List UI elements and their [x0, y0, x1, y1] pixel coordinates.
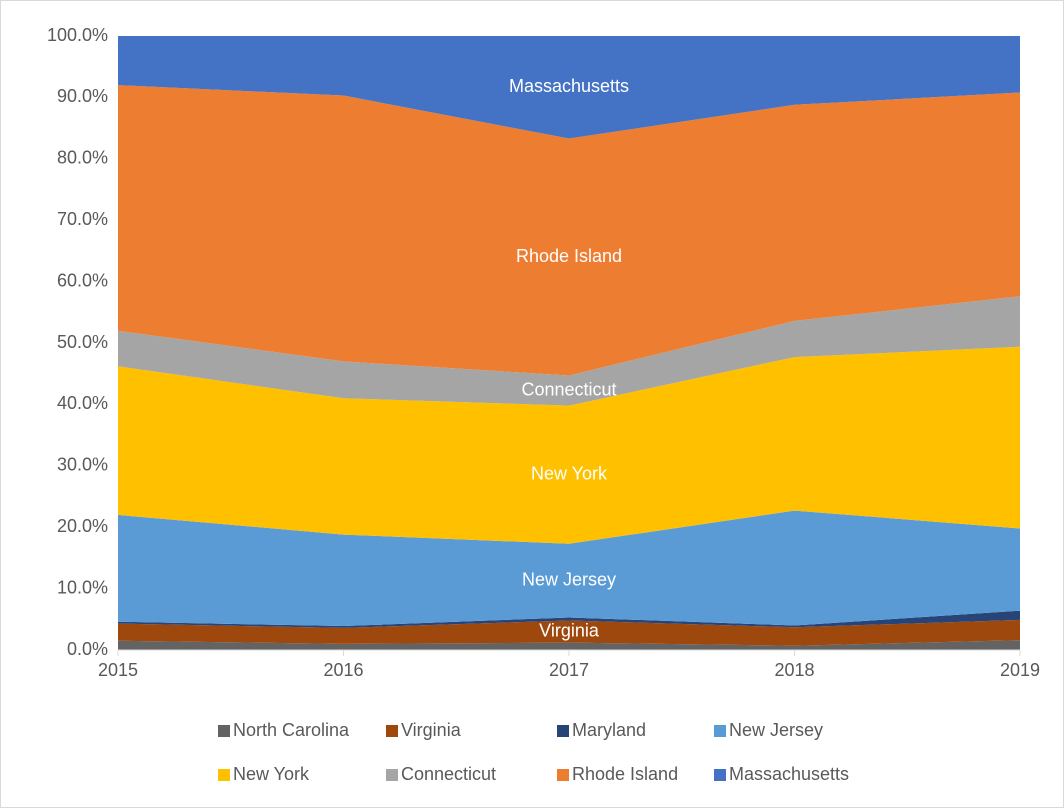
area: [118, 510, 1020, 627]
y-tick-label: 100.0%: [47, 25, 108, 45]
legend-label: New Jersey: [729, 720, 823, 740]
y-tick-label: 0.0%: [67, 639, 108, 659]
legend-label: North Carolina: [233, 720, 350, 740]
legend-label: Virginia: [401, 720, 462, 740]
legend-swatch: [386, 725, 398, 737]
legend-label: Massachusetts: [729, 764, 849, 784]
x-tick-label: 2015: [98, 660, 138, 680]
legend-label: Maryland: [572, 720, 646, 740]
legend-swatch: [714, 769, 726, 781]
x-tick-label: 2017: [549, 660, 589, 680]
y-tick-label: 80.0%: [57, 148, 108, 168]
legend-swatch: [557, 725, 569, 737]
legend-label: Rhode Island: [572, 764, 678, 784]
area: [118, 36, 1020, 139]
y-tick-label: 70.0%: [57, 209, 108, 229]
area: [118, 610, 1020, 628]
data-label: Rhode Island: [516, 246, 622, 266]
y-tick-label: 50.0%: [57, 332, 108, 352]
y-tick-label: 30.0%: [57, 455, 108, 475]
x-tick-label: 2018: [774, 660, 814, 680]
data-label: New York: [531, 463, 608, 483]
legend-swatch: [557, 769, 569, 781]
y-tick-label: 60.0%: [57, 270, 108, 290]
y-tick-label: 10.0%: [57, 577, 108, 597]
x-tick-label: 2019: [1000, 660, 1040, 680]
legend-swatch: [218, 725, 230, 737]
legend-swatch: [714, 725, 726, 737]
area: [118, 619, 1020, 646]
legend-label: Connecticut: [401, 764, 496, 784]
y-tick-label: 40.0%: [57, 393, 108, 413]
legend-swatch: [386, 769, 398, 781]
data-label: Connecticut: [521, 379, 616, 399]
data-label: Massachusetts: [509, 76, 629, 96]
area: [118, 85, 1020, 376]
data-label: New Jersey: [522, 569, 616, 589]
y-tick-label: 90.0%: [57, 86, 108, 106]
area: [118, 296, 1020, 406]
y-tick-label: 20.0%: [57, 516, 108, 536]
legend-label: New York: [233, 764, 310, 784]
data-label: Virginia: [539, 620, 600, 640]
area: [118, 640, 1020, 650]
x-tick-label: 2016: [323, 660, 363, 680]
area: [118, 346, 1020, 544]
legend-swatch: [218, 769, 230, 781]
